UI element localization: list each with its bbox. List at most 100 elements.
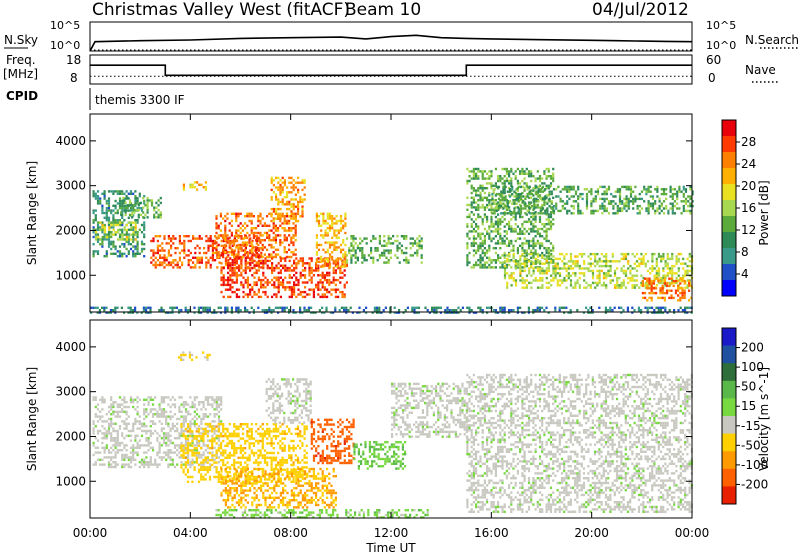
heatmap-cell-r10 xyxy=(552,177,555,180)
heatmap-cell-r5 xyxy=(242,286,245,289)
heatmap-cell-r3 xyxy=(260,266,263,269)
heatmap-cell-r11 xyxy=(627,188,630,191)
heatmap-cell-r11 xyxy=(594,195,597,198)
heatmap-cell-r12 xyxy=(642,255,645,258)
heatmap-cell-r0 xyxy=(118,403,122,406)
heatmap-cell-r3 xyxy=(194,247,197,250)
heatmap-cell-r10 xyxy=(488,244,491,247)
heatmap-cell-r11 xyxy=(671,209,674,213)
heatmap-cell-r4 xyxy=(250,255,253,259)
heatmap-cell-r13 xyxy=(646,299,649,302)
heatmap-cell-r12 xyxy=(561,279,564,282)
heatmap-cell-r12 xyxy=(646,269,650,273)
heatmap-cell-r6 xyxy=(292,183,295,187)
heatmap-cell-r14 xyxy=(246,309,249,312)
heatmap-cell-r3 xyxy=(242,237,245,240)
heatmap-cell-r3 xyxy=(216,256,219,259)
heatmap-cell-r0 xyxy=(171,451,174,454)
site-title: Christmas Valley West (fitACF) xyxy=(92,0,350,20)
heatmap-cell-r14 xyxy=(105,306,108,309)
heatmap-cell-r7 xyxy=(317,224,321,227)
heatmap-cell-r10 xyxy=(530,179,533,183)
heatmap-cell-r6 xyxy=(281,200,284,204)
heatmap-cell-r10 xyxy=(508,175,511,178)
heatmap-cell-r10 xyxy=(525,239,528,243)
heatmap-cell-r13 xyxy=(681,277,684,280)
heatmap-cell-r11 xyxy=(592,209,595,213)
heatmap-cell-r10 xyxy=(547,213,550,216)
heatmap-cell-r0 xyxy=(121,192,124,195)
heatmap-cell-r0 xyxy=(123,427,126,430)
heatmap-cell-r11 xyxy=(535,192,538,196)
heatmap-cell-r12 xyxy=(616,286,619,289)
heatmap-cell-r4 xyxy=(239,246,242,249)
heatmap-cell-r8 xyxy=(361,239,364,243)
heatmap-cell-r13 xyxy=(674,279,677,283)
heatmap-cell-r3 xyxy=(216,266,219,269)
heatmap-cell-r0 xyxy=(125,190,128,193)
heatmap-cell-r12 xyxy=(682,262,685,265)
heatmap-cell-r10 xyxy=(479,261,482,264)
heatmap-cell-r10 xyxy=(523,227,526,231)
heatmap-cell-r12 xyxy=(567,260,570,263)
heatmap-cell-r10 xyxy=(536,203,539,207)
heatmap-cell-r0 xyxy=(169,449,172,452)
heatmap-cell-r3 xyxy=(220,244,223,247)
heatmap-cell-r8 xyxy=(345,254,349,257)
heatmap-cell-r11 xyxy=(656,188,659,191)
heatmap-cell-r4 xyxy=(235,253,238,256)
heatmap-cell-r8 xyxy=(354,237,357,240)
heatmap-cell-r6 xyxy=(277,186,280,189)
heatmap-cell-r3 xyxy=(187,239,190,243)
heatmap-cell-r0 xyxy=(143,247,146,251)
heatmap-cell-r11 xyxy=(621,207,624,210)
heatmap-cell-r0 xyxy=(178,417,181,421)
heatmap-cell-r0 xyxy=(143,444,146,447)
heatmap-cell-r4 xyxy=(237,215,240,218)
heatmap-cell-r5 xyxy=(326,288,329,291)
heatmap-cell-r7 xyxy=(339,229,343,232)
heatmap-cell-r5 xyxy=(301,259,304,263)
heatmap-cell-r0 xyxy=(173,451,177,454)
heatmap-cell-r10 xyxy=(514,218,517,221)
heatmap-cell-r0 xyxy=(202,405,205,409)
heatmap-cell-r5 xyxy=(297,283,300,287)
heatmap-cell-r11 xyxy=(581,197,584,201)
heatmap-cell-r5 xyxy=(253,259,256,263)
heatmap-cell-r0 xyxy=(143,408,146,411)
heatmap-cell-r5 xyxy=(271,257,274,260)
heatmap-cell-r11 xyxy=(634,185,637,189)
heatmap-cell-r12 xyxy=(530,264,533,268)
heatmap-cell-r11 xyxy=(682,185,685,189)
heatmap-cell-r11 xyxy=(555,188,558,191)
heatmap-cell-r11 xyxy=(658,197,661,201)
heatmap-cell-r12 xyxy=(552,279,555,282)
heatmap-cell-r8 xyxy=(418,247,421,250)
heatmap-cell-r1 xyxy=(110,221,113,224)
heatmap-cell-r4 xyxy=(235,229,238,232)
heatmap-cell-r12 xyxy=(602,272,606,275)
heatmap-cell-r5 xyxy=(321,286,324,289)
heatmap-cell-r12 xyxy=(644,286,647,289)
heatmap-cell-r10 xyxy=(477,235,480,238)
heatmap-cell-r3 xyxy=(240,235,243,238)
heatmap-cell-r12 xyxy=(677,257,680,261)
heatmap-cell-r2 xyxy=(124,206,127,209)
heatmap-cell-r12 xyxy=(558,252,562,256)
heatmap-cell-r11 xyxy=(550,202,553,205)
heatmap-cell-r11 xyxy=(596,192,600,196)
heatmap-cell-r7 xyxy=(331,224,334,227)
heatmap-cell-r0 xyxy=(143,465,146,469)
heatmap-cell-r10 xyxy=(505,206,508,209)
heatmap-cell-r3 xyxy=(150,239,153,243)
heatmap-cell-r0 xyxy=(178,432,181,435)
heatmap-cell-r12 xyxy=(569,264,573,268)
heatmap-cell-r0 xyxy=(143,410,146,413)
heatmap-cell-r12 xyxy=(583,286,586,289)
heatmap-cell-r10 xyxy=(514,239,517,243)
heatmap-cell-r12 xyxy=(616,281,619,285)
heatmap-cell-r5 xyxy=(255,283,258,287)
heatmap-cell-r11 xyxy=(596,190,600,193)
heatmap-cell-r11 xyxy=(649,204,652,208)
heatmap-cell-r14 xyxy=(129,306,132,309)
